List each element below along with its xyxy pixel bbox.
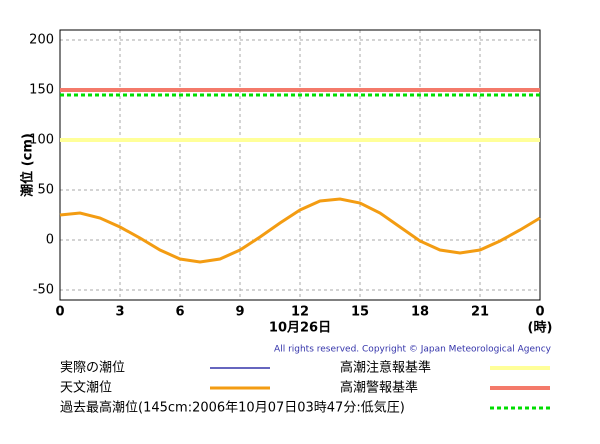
- x-tick-label: 0: [535, 305, 544, 320]
- x-unit-label: (時): [528, 320, 553, 336]
- x-tick-label: 3: [115, 305, 124, 320]
- y-tick-label: 0: [46, 233, 54, 248]
- y-tick-label: -50: [33, 283, 54, 298]
- x-tick-label: 18: [411, 305, 429, 320]
- x-tick-label: 12: [291, 305, 309, 320]
- legend-label: 実際の潮位: [60, 360, 125, 376]
- series-line: [59, 197, 541, 264]
- y-axis-label: 潮位 (cm): [20, 133, 36, 197]
- copyright: All rights reserved. Copyright © Japan M…: [274, 345, 552, 355]
- x-tick-label: 15: [351, 305, 369, 320]
- legend-label: 過去最高潮位(145cm:2006年10月07日03時47分:低気圧): [60, 400, 405, 416]
- y-tick-label: 200: [29, 33, 54, 48]
- y-tick-label: 100: [29, 133, 54, 148]
- x-axis-label: 10月26日: [269, 321, 331, 336]
- legend-label: 高潮注意報基準: [340, 360, 431, 376]
- legend-label: 天文潮位: [60, 381, 112, 396]
- plot-frame: [59, 29, 541, 301]
- legend-label: 高潮警報基準: [340, 380, 418, 396]
- x-tick-label: 21: [471, 305, 489, 320]
- y-tick-label: 50: [37, 183, 54, 198]
- x-tick-label: 9: [235, 305, 244, 320]
- y-tick-label: 150: [29, 83, 54, 98]
- x-tick-label: 6: [175, 305, 184, 320]
- x-tick-label: 0: [55, 305, 64, 320]
